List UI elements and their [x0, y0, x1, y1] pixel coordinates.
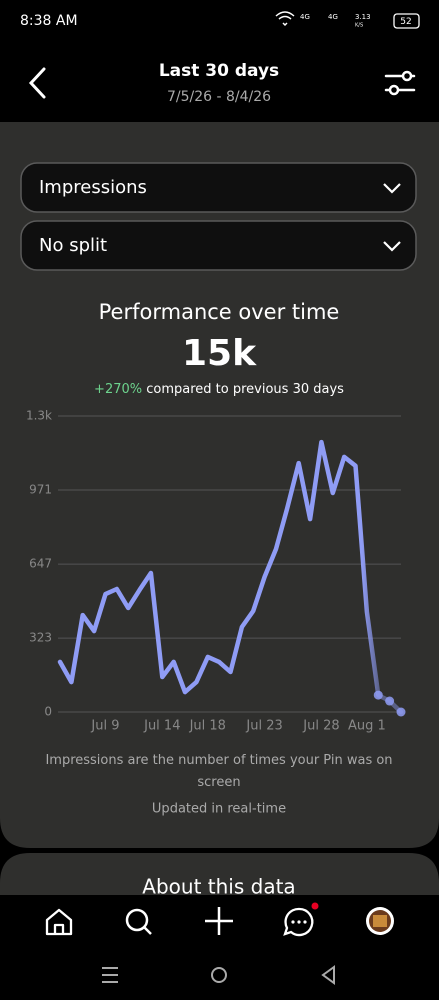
card: [0, 122, 439, 848]
chevron: [383, 183, 401, 194]
wifi-icon: [275, 11, 295, 27]
home-icon[interactable]: [45, 908, 73, 936]
y-tick-label: 1.3k: [26, 409, 52, 423]
status-time: 8:38 AM: [20, 13, 78, 29]
status-speed: 3.13: [355, 13, 371, 21]
header-subtitle: 7/5/26 - 8/4/26: [167, 89, 271, 105]
x-tick-label: Jul 9: [90, 719, 119, 734]
y-tick-label: 323: [29, 631, 52, 645]
data-point: [396, 707, 406, 717]
y-tick-label: 971: [29, 483, 52, 497]
x-tick-label: Jul 14: [143, 719, 180, 734]
metric-dropdown[interactable]: [20, 162, 417, 213]
filter-button[interactable]: [384, 70, 416, 96]
battery-level: 52: [400, 17, 411, 27]
change-text: compared to previous 30 days: [146, 382, 344, 397]
data-point: [373, 690, 383, 700]
x-tick-label: Jul 23: [245, 719, 282, 734]
create-icon[interactable]: [205, 907, 233, 935]
y-tick-label: 647: [29, 557, 52, 571]
battery-icon: [393, 13, 420, 29]
dropdown-label: Impressions: [39, 177, 147, 198]
header-title: Last 30 days: [159, 61, 279, 81]
change-value: +270%: [94, 382, 142, 397]
messages-icon[interactable]: [283, 902, 319, 937]
change-line: +270% compared to previous 30 days: [94, 382, 344, 397]
profile-icon[interactable]: [366, 907, 394, 935]
chart: 0 323 647 971 1.3k Jul 9 Jul 14 Jul 18 Jul 23 Jul…: [26, 409, 406, 734]
status-signal: 4G: [300, 13, 310, 21]
chart-title: Performance over time: [99, 300, 340, 324]
updated-note: Updated in real-time: [152, 802, 286, 817]
x-tick-label: Aug 1: [348, 719, 386, 734]
about-title: About this data: [142, 875, 295, 899]
line-series: [57, 439, 404, 715]
dropdown-label: No split: [39, 235, 107, 256]
chart-note: Impressions are the number of times your…: [45, 753, 392, 790]
total: 15k: [182, 333, 257, 374]
search-icon[interactable]: [125, 908, 152, 935]
split-dropdown[interactable]: [20, 220, 417, 271]
status-signal: 4G: [328, 13, 338, 21]
back-button[interactable]: [28, 67, 46, 99]
status-speed-unit: K/S: [355, 23, 363, 29]
system-nav: [102, 965, 335, 985]
x-tick-label: Jul 28: [302, 719, 339, 734]
y-tick-label: 0: [44, 705, 52, 719]
x-tick-label: Jul 18: [189, 719, 226, 734]
chevron: [383, 241, 401, 252]
data-point: [385, 696, 395, 706]
